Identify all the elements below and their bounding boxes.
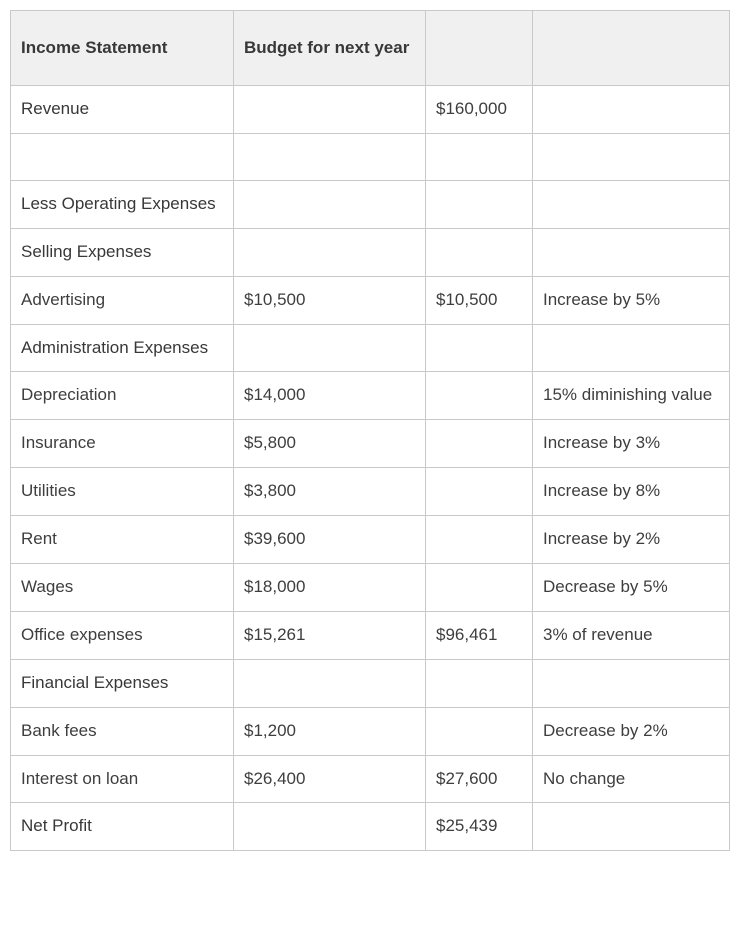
budget-cell: $15,261 — [233, 610, 426, 660]
row-label-cell: Wages — [10, 563, 234, 612]
budget-cell: $10,500 — [233, 275, 426, 325]
row-label-cell: Financial Expenses — [10, 658, 234, 708]
table-row-less-operating-expenses: Less Operating Expenses — [10, 179, 730, 229]
value-cell — [425, 132, 533, 181]
budget-cell — [233, 227, 426, 277]
note-cell: Increase by 8% — [532, 467, 730, 517]
budget-cell: $3,800 — [233, 467, 426, 517]
note-cell: 15% diminishing value — [532, 371, 730, 421]
header-empty-1 — [425, 10, 533, 86]
income-statement-table: Income Statement Budget for next year Re… — [10, 10, 730, 852]
value-cell — [425, 179, 533, 229]
budget-cell — [233, 132, 426, 181]
header-budget-next-year: Budget for next year — [233, 10, 426, 86]
row-label-cell: Utilities — [10, 467, 234, 517]
table-row-selling-expenses: Selling Expenses — [10, 227, 730, 277]
row-label-cell — [10, 132, 234, 181]
budget-cell — [233, 179, 426, 229]
row-label-cell: Rent — [10, 515, 234, 565]
budget-cell: $5,800 — [233, 419, 426, 469]
row-label-cell: Net Profit — [10, 802, 234, 852]
note-cell: Increase by 3% — [532, 419, 730, 469]
table-row-interest-on-loan: Interest on loan $26,400 $27,600 No chan… — [10, 754, 730, 804]
row-label-cell: Office expenses — [10, 610, 234, 660]
table-row-rent: Rent $39,600 Increase by 2% — [10, 515, 730, 565]
note-cell: Increase by 5% — [532, 275, 730, 325]
table-row-insurance: Insurance $5,800 Increase by 3% — [10, 419, 730, 469]
budget-cell — [233, 658, 426, 708]
budget-cell — [233, 85, 426, 134]
table-row-wages: Wages $18,000 Decrease by 5% — [10, 563, 730, 612]
table-row-net-profit: Net Profit $25,439 — [10, 802, 730, 852]
header-income-statement: Income Statement — [10, 10, 234, 86]
note-cell: Increase by 2% — [532, 515, 730, 565]
budget-cell: $26,400 — [233, 754, 426, 804]
row-label-cell: Revenue — [10, 85, 234, 134]
table-row-utilities: Utilities $3,800 Increase by 8% — [10, 467, 730, 517]
value-cell — [425, 658, 533, 708]
row-label-cell: Bank fees — [10, 706, 234, 756]
note-cell: Decrease by 2% — [532, 706, 730, 756]
table-row-bank-fees: Bank fees $1,200 Decrease by 2% — [10, 706, 730, 756]
note-cell — [532, 802, 730, 852]
table-row-financial-expenses: Financial Expenses — [10, 658, 730, 708]
row-label-cell: Advertising — [10, 275, 234, 325]
budget-cell — [233, 323, 426, 373]
row-label-cell: Less Operating Expenses — [10, 179, 234, 229]
table-row-revenue: Revenue $160,000 — [10, 85, 730, 134]
value-cell: $96,461 — [425, 610, 533, 660]
budget-cell: $39,600 — [233, 515, 426, 565]
table-row-advertising: Advertising $10,500 $10,500 Increase by … — [10, 275, 730, 325]
table-row-office-expenses: Office expenses $15,261 $96,461 3% of re… — [10, 610, 730, 660]
table-header-row: Income Statement Budget for next year — [10, 10, 730, 86]
row-label-cell: Administration Expenses — [10, 323, 234, 373]
note-cell — [532, 323, 730, 373]
budget-cell: $1,200 — [233, 706, 426, 756]
budget-cell: $18,000 — [233, 563, 426, 612]
note-cell — [532, 179, 730, 229]
value-cell — [425, 371, 533, 421]
row-label-cell: Depreciation — [10, 371, 234, 421]
note-cell: No change — [532, 754, 730, 804]
table-row-blank — [10, 132, 730, 181]
value-cell — [425, 563, 533, 612]
value-cell — [425, 419, 533, 469]
budget-cell — [233, 802, 426, 852]
note-cell: 3% of revenue — [532, 610, 730, 660]
value-cell: $25,439 — [425, 802, 533, 852]
value-cell — [425, 323, 533, 373]
table-row-administration-expenses: Administration Expenses — [10, 323, 730, 373]
value-cell — [425, 706, 533, 756]
value-cell — [425, 227, 533, 277]
value-cell: $160,000 — [425, 85, 533, 134]
value-cell: $27,600 — [425, 754, 533, 804]
note-cell — [532, 132, 730, 181]
row-label-cell: Insurance — [10, 419, 234, 469]
budget-cell: $14,000 — [233, 371, 426, 421]
note-cell — [532, 227, 730, 277]
value-cell — [425, 467, 533, 517]
note-cell: Decrease by 5% — [532, 563, 730, 612]
header-empty-2 — [532, 10, 730, 86]
table-row-depreciation: Depreciation $14,000 15% diminishing val… — [10, 371, 730, 421]
note-cell — [532, 85, 730, 134]
row-label-cell: Selling Expenses — [10, 227, 234, 277]
value-cell: $10,500 — [425, 275, 533, 325]
value-cell — [425, 515, 533, 565]
row-label-cell: Interest on loan — [10, 754, 234, 804]
note-cell — [532, 658, 730, 708]
